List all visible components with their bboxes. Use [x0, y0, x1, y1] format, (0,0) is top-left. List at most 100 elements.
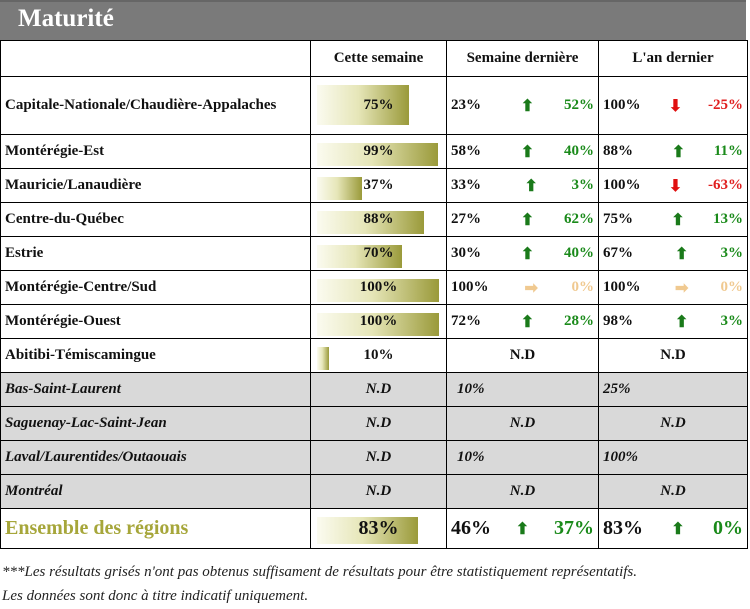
progress-bar: [317, 245, 403, 269]
last-week-cell-change: 3%: [571, 177, 595, 193]
progress-bar: [317, 85, 409, 125]
this-week-na: N.D: [310, 474, 447, 509]
this-week-cell: 100%: [310, 304, 447, 339]
table-row: Montérégie-Est 99% 58% ⬆ 40% 88% ⬆ 11%: [0, 134, 748, 169]
last-year-cell: 100% ➡ 0%: [598, 270, 748, 305]
table-row-grey: Saguenay-Lac-Saint-Jean N.D N.D N.D: [0, 406, 748, 441]
this-week-value: 88%: [363, 211, 394, 227]
total-last-week-pct: 46%: [451, 517, 491, 539]
total-last-year: 83% ⬆ 0%: [598, 508, 748, 549]
last-week-cell-change: 62%: [564, 211, 594, 227]
last-year-cell-change: 3%: [720, 313, 744, 329]
last-year-cell-pct: 100%: [603, 279, 641, 295]
last-year-cell-pct: 98%: [603, 313, 633, 329]
last-year-cell-pct: 75%: [603, 211, 633, 227]
last-year-cell-change: 3%: [720, 245, 744, 261]
total-last-year-change: 0%: [713, 517, 743, 539]
progress-bar: [317, 313, 439, 337]
arrow-right-icon: ➡: [675, 279, 689, 297]
arrow-up-icon: ⬆: [671, 211, 685, 229]
last-week-value: N.D: [446, 474, 599, 509]
this-week-cell: 70%: [310, 236, 447, 271]
last-week-value: 10%: [446, 440, 599, 475]
last-week-cell: 72% ⬆ 28%: [446, 304, 599, 339]
table-row: Montérégie-Centre/Sud 100% 100% ➡ 0% 100% ➡ 0%: [0, 270, 748, 305]
this-week-cell: 37%: [310, 168, 447, 203]
total-last-week-change: 37%: [554, 517, 594, 539]
arrow-up-icon: ⬆: [675, 313, 689, 331]
last-week-cell: 23% ⬆ 52%: [446, 76, 599, 135]
last-week-cell: 100% ➡ 0%: [446, 270, 599, 305]
arrow-up-icon: ⬆: [675, 245, 689, 263]
page-title: Maturité: [18, 5, 114, 32]
last-year-cell: 67% ⬆ 3%: [598, 236, 748, 271]
last-week-value: 10%: [446, 372, 599, 407]
region-name: Bas-Saint-Laurent: [0, 372, 311, 407]
last-week-cell-pct: 58%: [451, 143, 481, 159]
arrow-up-icon: ⬆: [520, 143, 535, 161]
table-row-grey: Montréal N.D N.D N.D: [0, 474, 748, 509]
header-last-year: L'an dernier: [598, 40, 748, 77]
last-week-cell-change: 40%: [564, 245, 594, 261]
last-year-cell-pct: 100%: [603, 177, 641, 193]
title-bar: Maturité: [0, 0, 746, 40]
total-row: Ensemble des régions 83% 46% ⬆ 37% 83% ⬆ 0%: [0, 508, 748, 549]
arrow-up-icon: ⬆: [671, 143, 686, 161]
last-year-cell: 75% ⬆ 13%: [598, 202, 748, 237]
table-row: Abitibi-Témiscamingue 10% N.D N.D: [0, 338, 748, 373]
last-week-cell: 30% ⬆ 40%: [446, 236, 599, 271]
header-this-week: Cette semaine: [310, 40, 447, 77]
region-name: Saguenay-Lac-Saint-Jean: [0, 406, 311, 441]
this-week-na: N.D: [310, 406, 447, 441]
region-name: Mauricie/Lanaudière: [0, 168, 311, 203]
last-week-cell: 58% ⬆ 40%: [446, 134, 599, 169]
arrow-up-icon: ⬆: [520, 211, 535, 229]
this-week-value: 75%: [363, 97, 394, 113]
region-name: Ensemble des régions: [0, 508, 311, 549]
progress-bar: [317, 143, 438, 167]
last-week-cell-change: 40%: [564, 143, 594, 159]
region-name: Laval/Laurentides/Outaouais: [0, 440, 311, 475]
this-week-value: 100%: [359, 313, 398, 329]
last-year-cell-change: 13%: [713, 211, 743, 227]
last-week-cell-change: 52%: [564, 97, 594, 113]
last-year-cell: 100% ⬇ -63%: [598, 168, 748, 203]
arrow-up-icon: ⬆: [515, 520, 530, 538]
last-year-cell: 88% ⬆ 11%: [598, 134, 748, 169]
last-year-value: N.D: [598, 474, 748, 509]
this-week-value: 100%: [359, 279, 398, 295]
table-row: Mauricie/Lanaudière 37% 33% ⬆ 3% 100% ⬇ -63%: [0, 168, 748, 203]
table-row: Montérégie-Ouest 100% 72% ⬆ 28% 98% ⬆ 3%: [0, 304, 748, 339]
arrow-down-icon: ⬇: [668, 177, 683, 195]
last-year-value: N.D: [598, 406, 748, 441]
arrow-up-icon: ⬆: [520, 313, 535, 331]
region-name: Montréal: [0, 474, 311, 509]
arrow-right-icon: ➡: [524, 279, 538, 297]
region-name: Centre-du-Québec: [0, 202, 311, 237]
table-row-grey: Bas-Saint-Laurent N.D 10% 25%: [0, 372, 748, 407]
total-last-week: 46% ⬆ 37%: [446, 508, 599, 549]
last-year-value: 25%: [598, 372, 748, 407]
last-year-cell-pct: 88%: [603, 143, 633, 159]
arrow-up-icon: ⬆: [520, 97, 535, 115]
last-year-cell-change: -25%: [708, 97, 743, 113]
maturity-table: Cette semaine Semaine dernière L'an dern…: [0, 40, 748, 549]
footnote-line-1: ***Les résultats grisés n'ont pas obtenu…: [2, 564, 638, 580]
this-week-value: 10%: [363, 347, 394, 363]
progress-bar: [317, 177, 363, 201]
this-week-value: 37%: [363, 177, 394, 193]
this-week-na: N.D: [310, 372, 447, 407]
last-week-cell-pct: 23%: [451, 97, 481, 113]
last-year-cell-change: 11%: [713, 143, 743, 159]
last-year-cell: 98% ⬆ 3%: [598, 304, 748, 339]
progress-bar: [317, 347, 330, 371]
this-week-value: 99%: [363, 143, 394, 159]
this-week-cell: 100%: [310, 270, 447, 305]
footnote-line-2: Les données sont donc à titre indicatif …: [2, 588, 309, 604]
footnote: ***Les résultats grisés n'ont pas obtenu…: [2, 560, 637, 608]
last-week-cell-pct: 30%: [451, 245, 481, 261]
last-week-na: N.D: [446, 338, 599, 373]
progress-bar: [317, 211, 425, 235]
last-week-cell-change: 28%: [564, 313, 594, 329]
last-week-cell: 33% ⬆ 3%: [446, 168, 599, 203]
